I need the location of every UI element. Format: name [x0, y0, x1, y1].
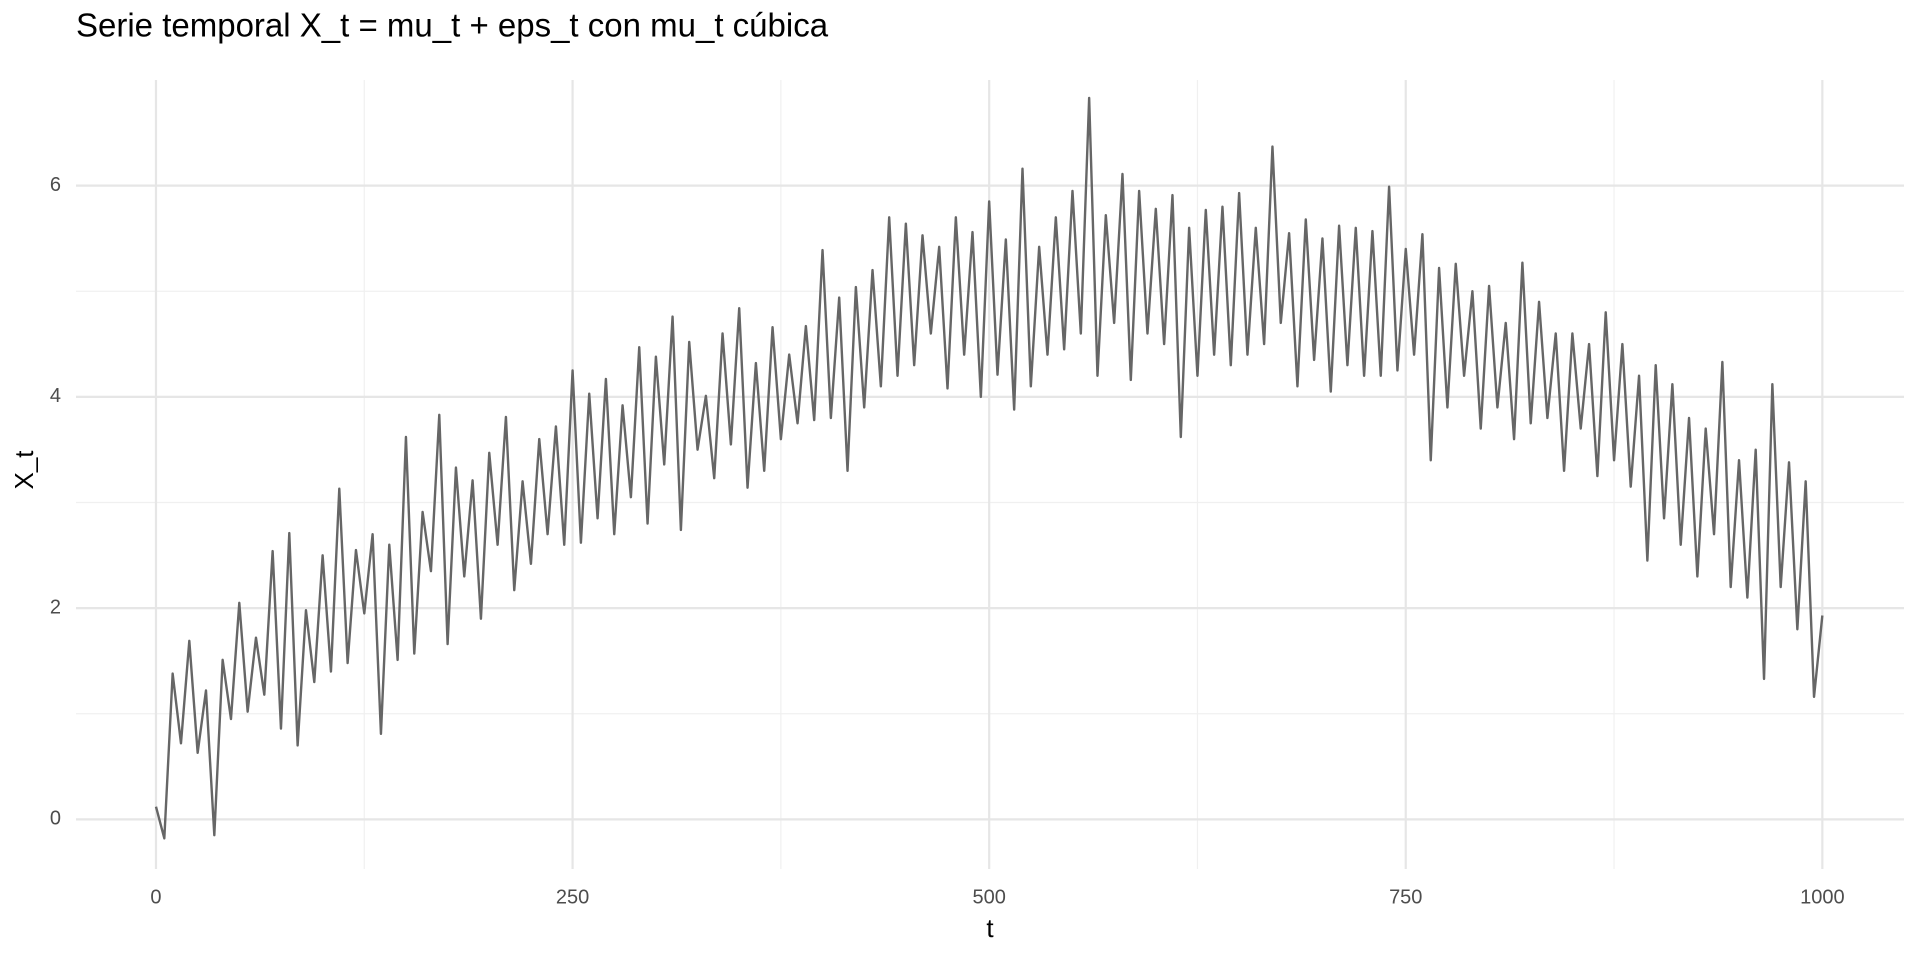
y-axis-title: X_t [9, 450, 39, 490]
y-tick-label: 0 [50, 808, 61, 830]
x-tick-label: 1000 [1800, 886, 1845, 908]
x-tick-label: 250 [556, 886, 589, 908]
x-tick-label: 500 [972, 886, 1005, 908]
chart-title: Serie temporal X_t = mu_t + eps_t con mu… [76, 7, 829, 44]
y-tick-label: 6 [50, 174, 61, 196]
y-tick-label: 4 [50, 385, 61, 407]
series-line [154, 96, 1824, 840]
y-tick-label: 2 [50, 596, 61, 618]
x-tick-label: 750 [1389, 886, 1422, 908]
x-axis-title: t [986, 913, 994, 943]
x-tick-label: 0 [150, 886, 161, 908]
